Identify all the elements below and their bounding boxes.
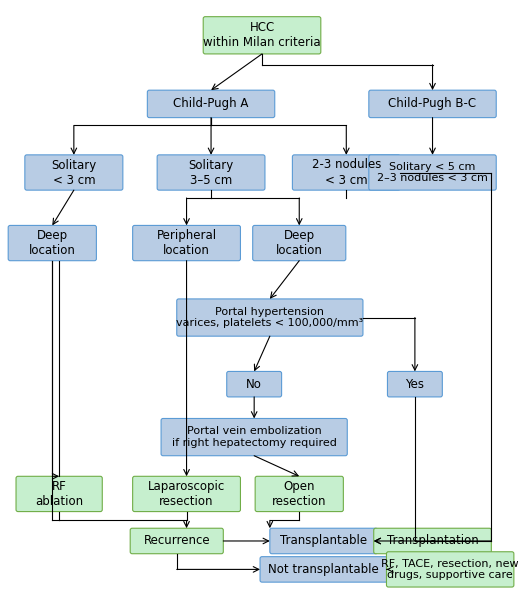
FancyBboxPatch shape [255, 476, 343, 512]
FancyBboxPatch shape [130, 528, 223, 554]
FancyBboxPatch shape [369, 90, 496, 117]
Text: Recurrence: Recurrence [143, 535, 210, 548]
FancyBboxPatch shape [157, 155, 265, 190]
Text: Solitary
3–5 cm: Solitary 3–5 cm [188, 159, 234, 186]
Text: No: No [246, 378, 262, 391]
FancyBboxPatch shape [177, 299, 363, 336]
FancyBboxPatch shape [8, 225, 97, 261]
FancyBboxPatch shape [16, 476, 102, 512]
Text: Laparoscopic
resection: Laparoscopic resection [148, 480, 225, 508]
Text: Deep
location: Deep location [276, 229, 323, 257]
FancyBboxPatch shape [387, 372, 443, 397]
FancyBboxPatch shape [25, 155, 123, 190]
FancyBboxPatch shape [161, 418, 347, 455]
Text: 2-3 nodules
< 3 cm: 2-3 nodules < 3 cm [312, 159, 381, 186]
Text: Solitary < 5 cm
2–3 nodules < 3 cm: Solitary < 5 cm 2–3 nodules < 3 cm [377, 162, 488, 183]
Text: HCC
within Milan criteria: HCC within Milan criteria [203, 21, 321, 50]
Text: RF
ablation: RF ablation [35, 480, 83, 508]
FancyBboxPatch shape [148, 90, 275, 117]
Text: Portal hypertension
varices, platelets < 100,000/mm³: Portal hypertension varices, platelets <… [176, 307, 363, 329]
Text: Peripheral
location: Peripheral location [156, 229, 217, 257]
Text: Open
resection: Open resection [272, 480, 327, 508]
FancyBboxPatch shape [374, 528, 491, 554]
FancyBboxPatch shape [133, 476, 240, 512]
Text: Child-Pugh A: Child-Pugh A [173, 97, 249, 110]
Text: Not transplantable: Not transplantable [268, 563, 379, 576]
FancyBboxPatch shape [270, 528, 377, 554]
FancyBboxPatch shape [227, 372, 281, 397]
Text: Transplantation: Transplantation [386, 535, 478, 548]
FancyBboxPatch shape [369, 155, 496, 190]
Text: Solitary
< 3 cm: Solitary < 3 cm [51, 159, 97, 186]
FancyBboxPatch shape [203, 17, 321, 54]
Text: Yes: Yes [405, 378, 424, 391]
Text: RF, TACE, resection, new
drugs, supportive care: RF, TACE, resection, new drugs, supporti… [381, 559, 519, 580]
FancyBboxPatch shape [292, 155, 400, 190]
FancyBboxPatch shape [260, 556, 387, 582]
FancyBboxPatch shape [133, 225, 240, 261]
Text: Transplantable: Transplantable [280, 535, 368, 548]
Text: Child-Pugh B-C: Child-Pugh B-C [388, 97, 477, 110]
Text: Portal vein embolization
if right hepatectomy required: Portal vein embolization if right hepate… [172, 427, 337, 448]
Text: Deep
location: Deep location [29, 229, 76, 257]
FancyBboxPatch shape [386, 552, 514, 587]
FancyBboxPatch shape [253, 225, 346, 261]
